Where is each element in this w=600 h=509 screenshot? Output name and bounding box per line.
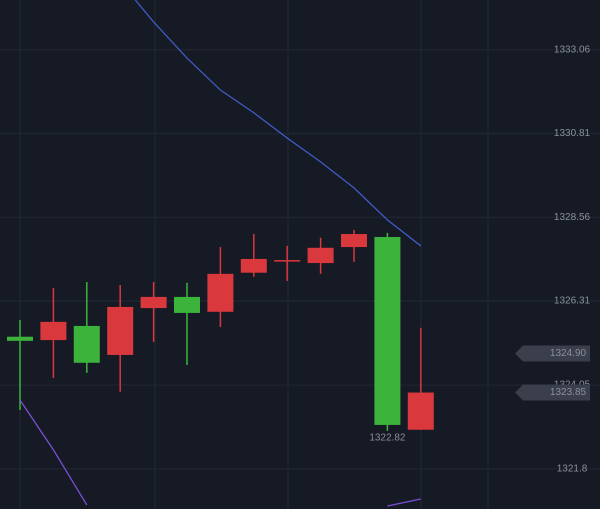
candle-body — [207, 273, 234, 312]
price-tag — [515, 384, 590, 401]
y-tick-label: 1326.31 — [554, 296, 591, 307]
candle-body — [107, 306, 134, 355]
candle-body — [140, 296, 167, 309]
price-tag-label: 1323.85 — [550, 387, 587, 398]
y-tick-label: 1333.06 — [554, 44, 591, 55]
y-tick-label: 1321.8 — [557, 463, 588, 474]
price-tag — [515, 345, 590, 362]
candle-body — [240, 258, 267, 273]
low-price-label: 1322.82 — [369, 433, 406, 444]
y-tick-label: 1328.56 — [554, 212, 591, 223]
candle-body — [307, 247, 334, 264]
candle-body — [73, 325, 100, 363]
indicator-line — [19, 399, 421, 507]
candle-body — [7, 336, 33, 341]
candle-body — [341, 234, 367, 248]
indicator-line — [134, 0, 422, 247]
price-tag-label: 1324.90 — [550, 348, 587, 359]
y-tick-label: 1330.81 — [554, 128, 591, 139]
candle-body — [374, 237, 401, 425]
candle-body — [274, 260, 301, 262]
candle-body — [174, 296, 200, 313]
candle-body — [407, 392, 434, 430]
candle-body — [40, 321, 67, 341]
